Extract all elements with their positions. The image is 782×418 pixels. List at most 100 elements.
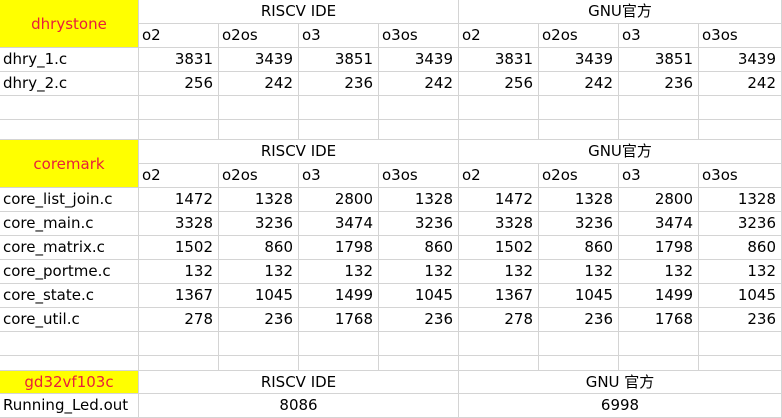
coremark-value-cell[interactable]: 1502 [459,236,539,260]
coremark-row-label[interactable]: core_util.c [0,308,139,332]
coremark-value-cell[interactable]: 2800 [299,188,379,212]
empty-cell[interactable] [699,120,782,140]
coremark-value-cell[interactable]: 3328 [459,212,539,236]
dhrystone-value-cell[interactable]: 3851 [619,48,699,72]
coremark-value-cell[interactable]: 132 [539,260,619,284]
dhrystone-value-cell[interactable]: 242 [539,72,619,96]
coremark-value-cell[interactable]: 1502 [139,236,219,260]
empty-cell[interactable] [619,332,699,356]
dhrystone-col-header-o2os[interactable]: o2os [219,24,299,48]
dhrystone-value-cell[interactable]: 3831 [459,48,539,72]
coremark-value-cell[interactable]: 1328 [539,188,619,212]
dhrystone-value-cell[interactable]: 3439 [219,48,299,72]
empty-cell[interactable] [0,96,139,120]
coremark-value-cell[interactable]: 3328 [139,212,219,236]
gd32-riscv-value[interactable]: 8086 [139,394,459,418]
empty-cell[interactable] [299,356,379,371]
dhrystone-col-header-o2os[interactable]: o2os [539,24,619,48]
empty-cell[interactable] [539,356,619,371]
coremark-value-cell[interactable]: 3236 [219,212,299,236]
empty-cell[interactable] [619,356,699,371]
coremark-value-cell[interactable]: 278 [459,308,539,332]
coremark-value-cell[interactable]: 1328 [699,188,782,212]
dhrystone-row-label[interactable]: dhry_1.c [0,48,139,72]
dhrystone-value-cell[interactable]: 256 [459,72,539,96]
coremark-col-header-o2os[interactable]: o2os [539,164,619,188]
dhrystone-value-cell[interactable]: 3439 [539,48,619,72]
empty-cell[interactable] [0,120,139,140]
empty-cell[interactable] [379,356,459,371]
gd32-gnu-value[interactable]: 6998 [459,394,782,418]
empty-cell[interactable] [139,120,219,140]
coremark-value-cell[interactable]: 3236 [699,212,782,236]
dhrystone-value-cell[interactable]: 3439 [379,48,459,72]
empty-cell[interactable] [699,96,782,120]
coremark-value-cell[interactable]: 1798 [299,236,379,260]
empty-cell[interactable] [539,332,619,356]
coremark-value-cell[interactable]: 1045 [699,284,782,308]
dhrystone-col-header-o2[interactable]: o2 [459,24,539,48]
coremark-value-cell[interactable]: 236 [379,308,459,332]
coremark-value-cell[interactable]: 1472 [459,188,539,212]
empty-cell[interactable] [459,356,539,371]
coremark-value-cell[interactable]: 1768 [619,308,699,332]
empty-cell[interactable] [299,332,379,356]
coremark-value-cell[interactable]: 132 [699,260,782,284]
coremark-value-cell[interactable]: 1045 [379,284,459,308]
coremark-value-cell[interactable]: 1472 [139,188,219,212]
coremark-row-label[interactable]: core_matrix.c [0,236,139,260]
empty-cell[interactable] [0,332,139,356]
dhrystone-title-cell[interactable]: dhrystone [0,0,139,48]
gd32-title-cell[interactable]: gd32vf103c [0,371,139,394]
empty-cell[interactable] [299,96,379,120]
coremark-value-cell[interactable]: 1328 [379,188,459,212]
coremark-value-cell[interactable]: 236 [699,308,782,332]
empty-cell[interactable] [619,120,699,140]
coremark-value-cell[interactable]: 1367 [139,284,219,308]
coremark-row-label[interactable]: core_portme.c [0,260,139,284]
empty-cell[interactable] [459,96,539,120]
coremark-title-cell[interactable]: coremark [0,140,139,188]
coremark-col-header-o2os[interactable]: o2os [219,164,299,188]
empty-cell[interactable] [139,332,219,356]
empty-cell[interactable] [379,120,459,140]
empty-cell[interactable] [379,96,459,120]
empty-cell[interactable] [219,96,299,120]
coremark-col-header-o3[interactable]: o3 [299,164,379,188]
dhrystone-value-cell[interactable]: 256 [139,72,219,96]
empty-cell[interactable] [459,332,539,356]
empty-cell[interactable] [219,356,299,371]
coremark-value-cell[interactable]: 236 [219,308,299,332]
coremark-row-label[interactable]: core_state.c [0,284,139,308]
coremark-value-cell[interactable]: 3474 [299,212,379,236]
gd32-row-label[interactable]: Running_Led.out [0,394,139,418]
empty-cell[interactable] [619,96,699,120]
coremark-value-cell[interactable]: 860 [539,236,619,260]
dhrystone-value-cell[interactable]: 3439 [699,48,782,72]
coremark-value-cell[interactable]: 3236 [379,212,459,236]
empty-cell[interactable] [139,96,219,120]
coremark-value-cell[interactable]: 1499 [299,284,379,308]
coremark-value-cell[interactable]: 2800 [619,188,699,212]
coremark-col-header-o2[interactable]: o2 [459,164,539,188]
dhrystone-value-cell[interactable]: 242 [699,72,782,96]
dhrystone-value-cell[interactable]: 236 [299,72,379,96]
empty-cell[interactable] [219,332,299,356]
coremark-value-cell[interactable]: 1328 [219,188,299,212]
coremark-value-cell[interactable]: 132 [299,260,379,284]
coremark-value-cell[interactable]: 1367 [459,284,539,308]
dhrystone-col-header-o3os[interactable]: o3os [379,24,459,48]
coremark-value-cell[interactable]: 132 [619,260,699,284]
dhrystone-value-cell[interactable]: 242 [219,72,299,96]
dhrystone-value-cell[interactable]: 3831 [139,48,219,72]
dhrystone-col-header-o3os[interactable]: o3os [699,24,782,48]
dhrystone-row-label[interactable]: dhry_2.c [0,72,139,96]
coremark-value-cell[interactable]: 1798 [619,236,699,260]
coremark-value-cell[interactable]: 860 [699,236,782,260]
coremark-row-label[interactable]: core_main.c [0,212,139,236]
coremark-value-cell[interactable]: 1045 [219,284,299,308]
empty-cell[interactable] [539,120,619,140]
coremark-value-cell[interactable]: 3474 [619,212,699,236]
coremark-value-cell[interactable]: 1045 [539,284,619,308]
dhrystone-col-header-o2[interactable]: o2 [139,24,219,48]
